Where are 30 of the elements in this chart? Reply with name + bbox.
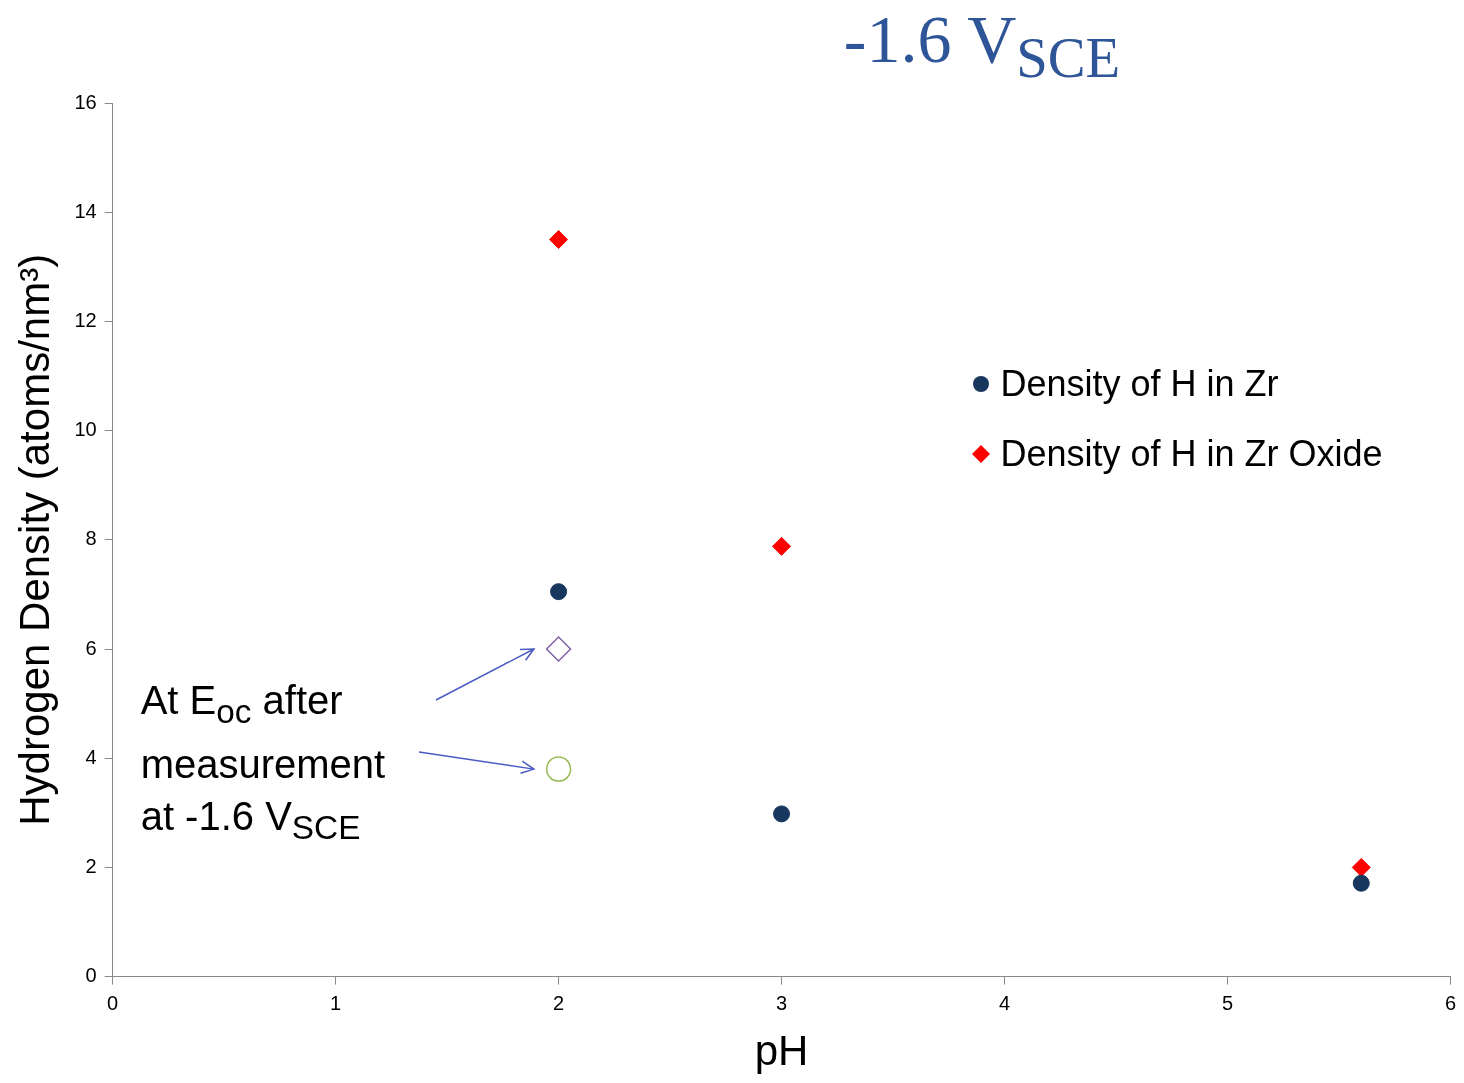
y-tick-label: 0: [85, 964, 97, 987]
y-tick-label: 10: [74, 418, 97, 441]
point: [550, 583, 568, 601]
point: [545, 756, 572, 782]
x-tick-label: 0: [107, 992, 119, 1015]
point: [1351, 857, 1371, 877]
x-tick-label: 3: [775, 992, 788, 1015]
y-tick-label: 2: [85, 854, 97, 877]
point: [772, 536, 792, 556]
annotation: At E$_{oc}$ after measurement at -1.6 V$_{SCE}$: [140, 677, 387, 848]
point: [773, 805, 791, 823]
x-tick-label: 6: [1444, 992, 1456, 1015]
y-tick-label: 4: [85, 745, 97, 768]
x-tick-label: 1: [330, 992, 342, 1015]
y-tick-label: 16: [74, 90, 97, 113]
x-axis-title: pH: [754, 1027, 809, 1075]
point: [1352, 874, 1370, 892]
point: [545, 636, 572, 662]
legend-label: Density of H in Zr Oxide: [1000, 433, 1383, 475]
x-tick-label: 4: [998, 992, 1011, 1015]
point: [549, 230, 569, 249]
x-tick-label: 5: [1221, 992, 1234, 1015]
legend-label: Density of H in Zr: [1000, 363, 1279, 405]
y-tick-label: 8: [85, 527, 97, 550]
y-tick-label: 6: [85, 636, 97, 659]
chart-title: -1.6 V$_{SCE}$: [842, 0, 1122, 89]
x-tick-label: 2: [553, 992, 565, 1015]
y-axis-title: Hydrogen Density (atoms/nm³): [10, 253, 58, 826]
y-tick-label: 12: [74, 308, 97, 331]
y-tick-label: 14: [74, 199, 97, 222]
